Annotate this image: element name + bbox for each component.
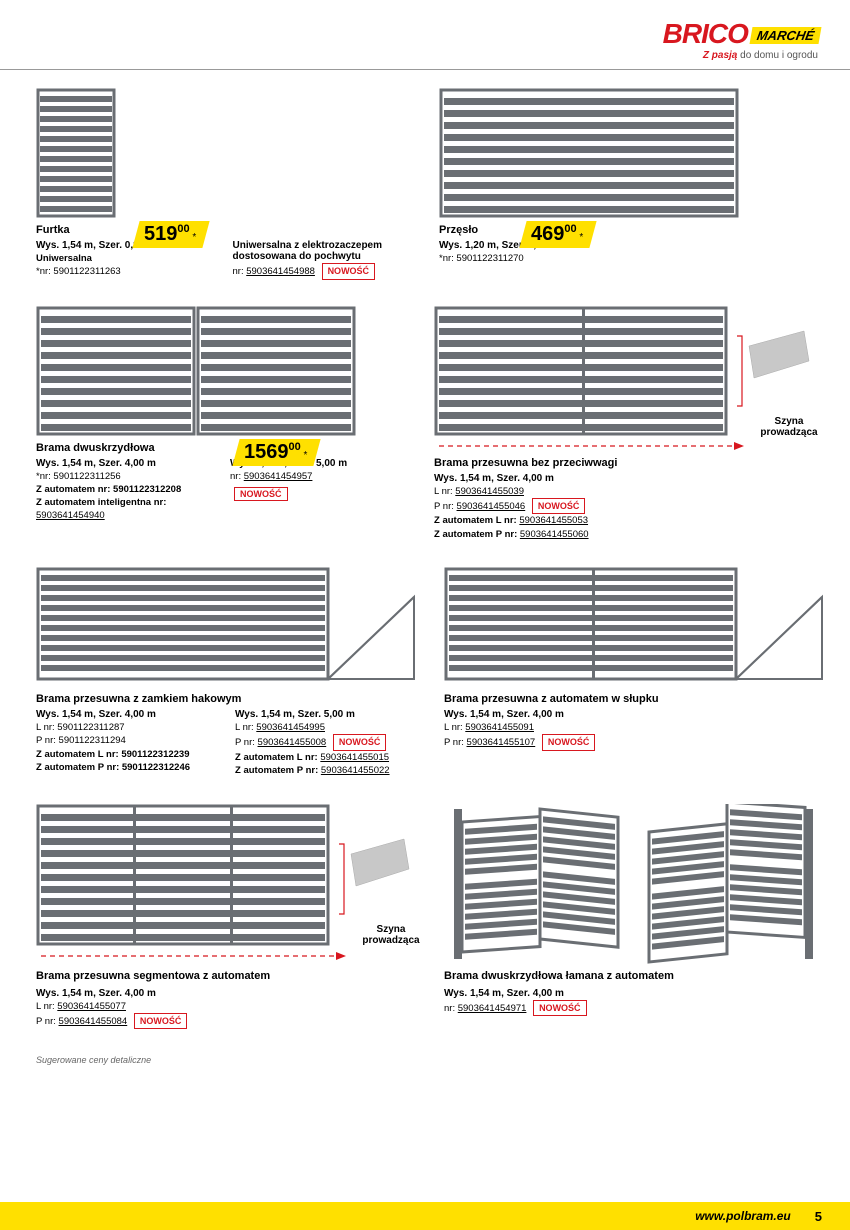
price-tag: 46900 * [519,221,597,248]
brama-slupek-image [444,567,824,687]
product-brama-slupek: Brama przesuwna z automatem w słupku Wys… [444,567,824,777]
divider [0,69,850,70]
header: BRICO MARCHÉ Z pasją do domu i ogrodu [0,0,850,69]
logo-brico: BRICO [663,18,748,49]
footer-url: www.polbram.eu [695,1209,791,1223]
logo-marche: MARCHÉ [749,27,821,44]
przeslo-image [439,88,739,218]
product-furtka: 51900 * Furtka Wys. 1,54 m, Szer. 0,90 m… [36,88,411,280]
product-brama-seg: Szyna prowadząca Brama przesuwna segment… [36,804,416,1030]
product-przeslo: 46900 * Przęsło Wys. 1,20 m, Szer. 2,00 … [439,88,814,280]
footnote: Sugerowane ceny detaliczne [36,1055,814,1065]
brama-dw-image [36,306,356,436]
footer: www.polbram.eu 5 [0,1202,850,1230]
brama-lam-image [444,804,824,964]
page-number: 5 [815,1209,822,1224]
tagline: Z pasją do domu i ogrodu [30,50,818,61]
product-brama-lam: Brama dwuskrzydłowa łamana z automatem W… [444,804,824,1030]
price-tag: 156900 * [232,439,321,466]
product-brama-dw: 156900 * Brama dwuskrzydłowa Wys. 1,54 m… [36,306,406,541]
price-tag: 51900 * [132,221,210,248]
furtka-image [36,88,116,218]
product-brama-hak: Brama przesuwna z zamkiem hakowym Wys. 1… [36,567,416,777]
brama-hak-image [36,567,416,687]
product-brama-bez: Szyna prowadząca Brama przesuwna bez prz… [434,306,814,541]
nowosc-badge: NOWOŚĆ [322,263,376,280]
